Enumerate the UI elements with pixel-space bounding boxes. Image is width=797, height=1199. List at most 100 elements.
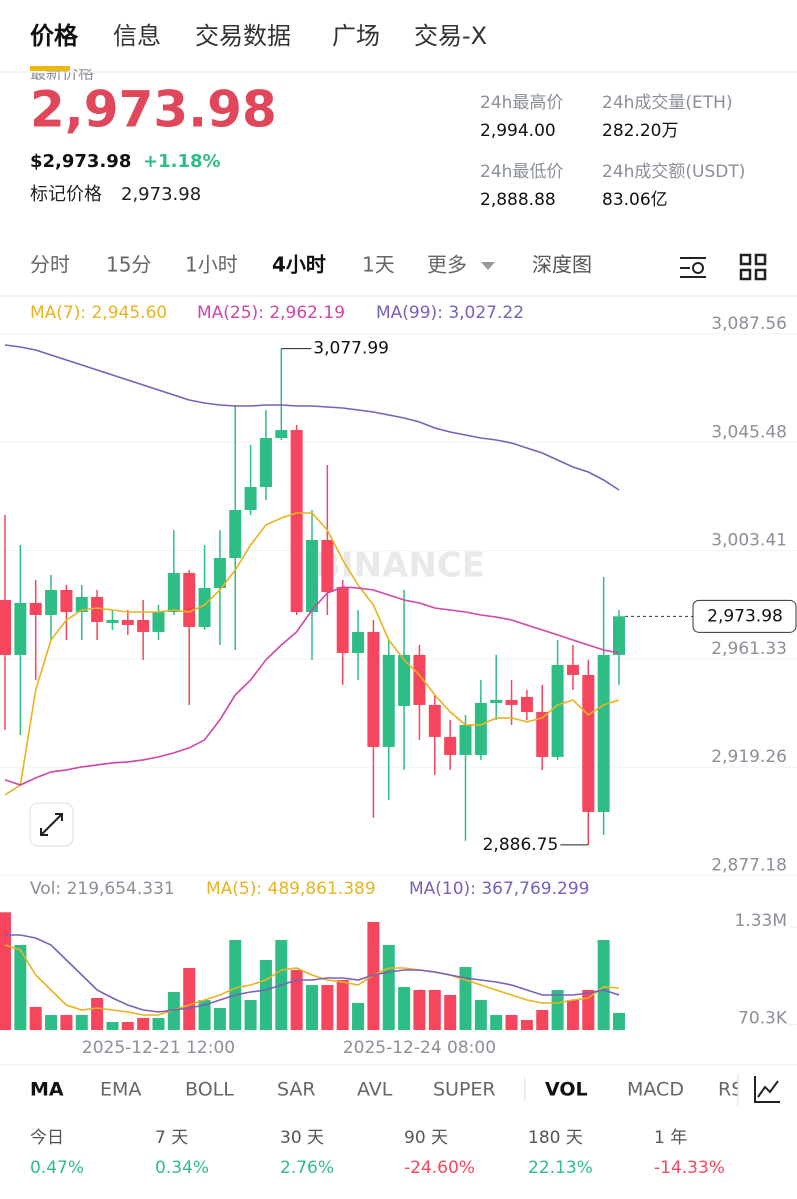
candle-body <box>91 596 104 622</box>
candle-body <box>474 702 487 755</box>
ma-line <box>4 344 620 491</box>
tabs-layer: 价格 信息 交易数据 广场 交易-X 24h最高价 2,994.00 24h成交量(ETH) 2… <box>30 22 749 1178</box>
candle-body <box>275 430 288 439</box>
candle-body <box>321 539 334 592</box>
volume-bar <box>551 989 564 1030</box>
indicator-tab[interactable]: EMA <box>100 1079 141 1101</box>
candle-body <box>306 539 318 612</box>
volume-bar <box>91 998 104 1030</box>
interval-tab[interactable]: 1天 <box>362 253 395 277</box>
nav-underline <box>30 66 70 71</box>
volume-bar <box>459 967 472 1030</box>
indicator-tab[interactable]: SAR <box>277 1079 316 1101</box>
candle-body <box>367 631 380 747</box>
candle-body <box>137 619 150 632</box>
mark-label: 标记价格 <box>30 184 102 205</box>
interval-tab[interactable]: 1小时 <box>185 253 238 277</box>
volume-bar <box>597 940 610 1030</box>
mark-price: 2,973.98 <box>121 184 201 205</box>
depth-tab[interactable]: 深度图 <box>532 253 592 277</box>
indicator-tab[interactable]: SUPER <box>433 1079 496 1101</box>
volume-bar <box>14 944 27 1030</box>
nav-bar <box>0 0 797 69</box>
expand-icon[interactable] <box>29 802 74 847</box>
candle-body <box>536 711 549 757</box>
nav-tab[interactable]: 交易-X <box>414 22 487 50</box>
ma-line <box>4 944 620 1016</box>
legend-entry: MA(25): 2,962.19 <box>197 303 345 323</box>
min-label: 2,886.75 <box>483 835 559 855</box>
volume-label: Vol: 219,654.331 <box>30 879 175 899</box>
candle-body <box>613 616 625 655</box>
candle-body <box>505 699 518 705</box>
candle-body <box>551 664 564 757</box>
indicator-tab[interactable]: MACD <box>627 1079 684 1101</box>
x-tick-label: 2025-12-21 12:00 <box>82 1038 235 1058</box>
y-tick-label: 3,045.48 <box>711 422 787 442</box>
indicator-tab[interactable]: VOL <box>545 1079 588 1101</box>
candle-body <box>520 696 533 712</box>
candle-body <box>60 589 73 612</box>
period-change: 0.47% <box>30 1158 84 1178</box>
layout-icon[interactable] <box>739 253 767 281</box>
volume-bar <box>444 995 457 1030</box>
ma-line <box>5 934 620 1013</box>
candle-body <box>213 557 226 588</box>
stat-label: 24h成交额(USDT) <box>602 162 745 182</box>
nav-tab[interactable]: 交易数据 <box>195 22 291 50</box>
y-tick-label: 3,087.56 <box>711 314 787 334</box>
candle-body <box>398 654 411 706</box>
legend-entry: MA(99): 3,027.22 <box>376 303 524 323</box>
candle-body <box>183 572 196 627</box>
candle-body <box>244 487 257 510</box>
stat-value: 83.06亿 <box>602 190 668 210</box>
volume-bar <box>198 1000 211 1030</box>
indicator-tab[interactable]: BOLL <box>185 1079 234 1101</box>
max-label: 3,077.99 <box>313 339 389 359</box>
volume-bar <box>566 1000 579 1030</box>
indicator-settings-icon[interactable] <box>680 257 706 278</box>
volume-bar <box>137 1017 150 1030</box>
period-label: 今日 <box>30 1128 64 1148</box>
stat-value: 2,994.00 <box>480 121 556 141</box>
y-tick-label: 2,877.18 <box>711 855 787 875</box>
chart-layer: BINANCE 3,087.56 3,045.48 3,003.41 2,961.33 2… <box>0 303 797 1058</box>
candle-body <box>0 599 11 655</box>
candle-body <box>29 602 42 615</box>
stat-label: 24h成交量(ETH) <box>602 93 733 113</box>
interval-tab[interactable]: 4小时 <box>272 253 326 277</box>
volume-bar <box>45 1014 58 1030</box>
nav-tab[interactable]: 信息 <box>113 22 161 50</box>
candle-body <box>45 589 58 615</box>
volume-bar <box>213 1008 226 1030</box>
ma-line <box>4 586 620 786</box>
last-price: 2,973.98 <box>30 81 277 139</box>
draw-tool-icon[interactable] <box>737 1070 797 1110</box>
x-tick-label: 2025-12-24 08:00 <box>343 1038 496 1058</box>
indicator-tab[interactable]: MA <box>30 1079 64 1101</box>
candle-body <box>566 664 579 675</box>
period-change: 2.76% <box>280 1158 334 1178</box>
volume-bar <box>290 969 303 1030</box>
y-tick-label: 2,961.33 <box>711 639 787 659</box>
volume-bar <box>520 1020 533 1030</box>
legend-entry: MA(7): 2,945.60 <box>30 303 167 323</box>
candle-body <box>382 654 395 747</box>
candle-body <box>582 674 595 812</box>
candle-body <box>106 619 119 623</box>
interval-tab[interactable]: 分时 <box>30 253 70 277</box>
watermark: BINANCE <box>315 546 485 586</box>
indicator-tab[interactable]: AVL <box>357 1079 393 1101</box>
stat-value: 282.20万 <box>602 121 678 141</box>
volume-bar <box>259 960 272 1030</box>
nav-tab[interactable]: 价格 <box>30 22 79 50</box>
volume-bar <box>336 979 349 1030</box>
interval-tab[interactable]: 15分 <box>106 253 151 277</box>
volume-bar <box>352 1002 365 1030</box>
candle-body <box>490 699 503 703</box>
volume-bar <box>306 985 318 1030</box>
candle-body <box>352 631 365 653</box>
nav-tab[interactable]: 广场 <box>332 22 380 50</box>
interval-tab[interactable]: 更多 <box>427 253 467 277</box>
